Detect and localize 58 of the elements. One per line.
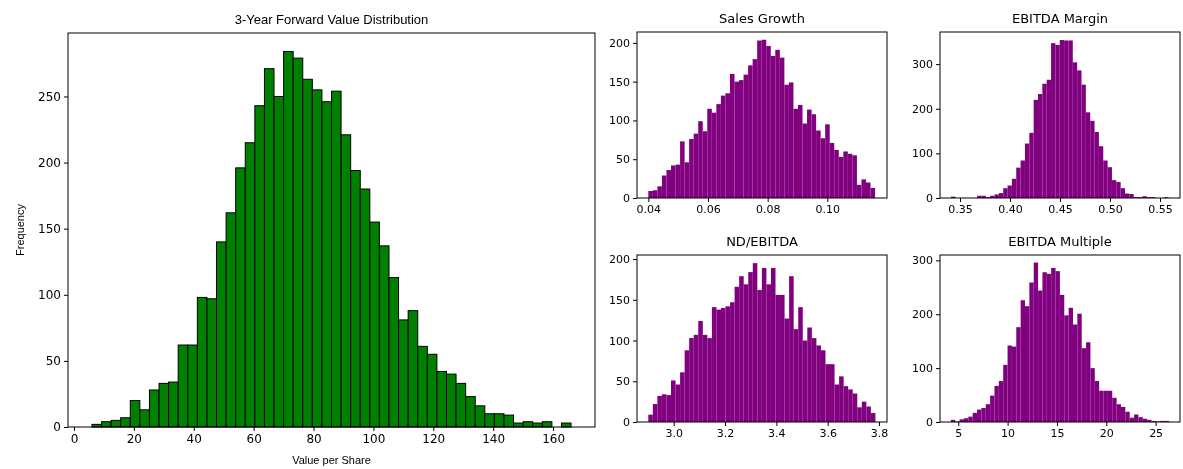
x-tick-label: 3.2 — [716, 426, 735, 440]
x-tick-label: 15 — [1050, 426, 1065, 440]
x-tick-label: 60 — [246, 431, 262, 446]
y-tick-label: 300 — [912, 254, 933, 268]
y-tick-label: 0 — [926, 192, 933, 206]
x-tick-label: 0.45 — [1048, 202, 1073, 216]
y-tick-label: 50 — [616, 375, 630, 389]
x-tick-label: 120 — [422, 431, 446, 446]
y-tick-label: 150 — [609, 75, 630, 89]
x-tick-label: 0.40 — [998, 202, 1023, 216]
x-tick-label: 40 — [186, 431, 202, 446]
y-tick-label: 100 — [912, 147, 933, 161]
y-tick-label: 150 — [38, 222, 61, 237]
chart-title: Sales Growth — [719, 11, 805, 26]
x-tick-label: 25 — [1149, 426, 1164, 440]
x-tick-label: 0.04 — [636, 202, 662, 216]
x-tick-label: 3.8 — [870, 426, 889, 440]
y-tick-label: 0 — [623, 192, 630, 206]
y-tick-label: 200 — [609, 36, 630, 50]
x-tick-label: 10 — [1001, 426, 1016, 440]
x-tick-label: 3.0 — [665, 426, 683, 440]
x-tick-label: 0.35 — [948, 202, 973, 216]
y-tick-label: 200 — [912, 308, 933, 322]
y-tick-label: 150 — [609, 293, 630, 307]
y-tick-label: 50 — [616, 153, 630, 167]
y-tick-label: 50 — [45, 354, 61, 369]
y-tick-label: 100 — [912, 362, 933, 376]
chart-title: EBITDA Margin — [1011, 11, 1109, 26]
x-tick-label: 160 — [542, 431, 566, 446]
x-tick-label: 140 — [482, 431, 506, 446]
x-tick-label: 100 — [362, 431, 386, 446]
y-tick-label: 0 — [926, 416, 933, 430]
y-axis-title: Frequency — [14, 203, 26, 256]
x-tick-label: 3.6 — [819, 426, 837, 440]
x-tick-label: 20 — [126, 431, 143, 446]
x-tick-label: 3.4 — [768, 426, 786, 440]
y-tick-label: 100 — [609, 334, 630, 348]
y-tick-label: 300 — [912, 58, 933, 72]
x-tick-label: 0.08 — [755, 202, 781, 216]
x-tick-label: 0.55 — [1148, 202, 1173, 216]
x-axis-title: Value per Share — [292, 454, 371, 466]
x-tick-label: 0.10 — [815, 202, 841, 216]
x-tick-label: 0.50 — [1098, 202, 1123, 216]
x-tick-label: 0.06 — [696, 202, 721, 216]
chart-title: ND/EBITDA — [726, 234, 798, 249]
x-tick-label: 20 — [1099, 426, 1114, 440]
x-tick-label: 80 — [306, 431, 322, 446]
y-tick-label: 250 — [38, 89, 61, 104]
x-tick-label: 5 — [955, 426, 963, 440]
y-tick-label: 200 — [38, 155, 61, 170]
y-tick-label: 100 — [38, 288, 61, 303]
chart-title: EBITDA Multiple — [1008, 234, 1112, 249]
y-tick-label: 0 — [623, 416, 630, 430]
y-tick-label: 100 — [609, 114, 630, 128]
y-tick-label: 200 — [912, 102, 933, 116]
x-tick-label: 0 — [70, 431, 79, 446]
chart-title: 3-Year Forward Value Distribution — [234, 12, 429, 27]
y-tick-label: 200 — [609, 253, 630, 267]
